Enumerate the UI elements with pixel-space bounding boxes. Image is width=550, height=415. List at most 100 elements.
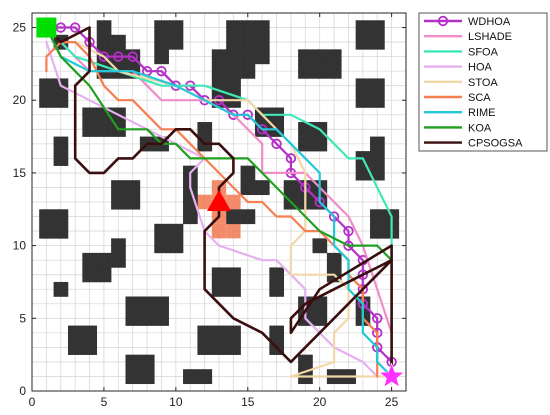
y-axis-ticks: 0 5 10 15 20 25 <box>13 21 406 398</box>
legend-label-wdhoa: WDHOA <box>468 16 511 28</box>
y-tick-label: 5 <box>19 311 26 325</box>
obstacle-cell <box>240 165 256 181</box>
obstacle-cell <box>125 296 141 312</box>
obstacle-cell <box>254 180 270 196</box>
obstacle-cell <box>240 49 256 65</box>
obstacle-cell <box>96 34 112 50</box>
threat-cell <box>197 194 212 210</box>
obstacle-cell <box>355 92 371 108</box>
obstacle-cell <box>312 136 328 152</box>
obstacle-cell <box>370 151 385 166</box>
obstacles <box>39 20 400 385</box>
obstacle-cell <box>211 267 227 283</box>
obstacle-cell <box>96 252 112 268</box>
obstacle-cell <box>183 369 198 385</box>
legend-label-stoa: STOA <box>468 77 498 89</box>
series-point-wdhoa <box>372 313 383 324</box>
special-markers <box>36 17 405 388</box>
series-line-stoa <box>45 26 393 378</box>
x-tick-label: 0 <box>29 395 36 409</box>
series-point-wdhoa <box>55 22 66 33</box>
legend-label-cpsogsa: CPSOGSA <box>468 138 523 150</box>
obstacle-cell <box>82 325 98 341</box>
obstacle-cell <box>168 223 184 239</box>
obstacle-cell <box>125 354 141 370</box>
obstacle-cell <box>298 354 313 370</box>
obstacle-cell <box>326 49 342 65</box>
obstacle-cell <box>254 20 270 36</box>
obstacle-cell <box>67 340 83 355</box>
obstacle-cell <box>53 223 69 239</box>
obstacle-cell <box>312 296 328 312</box>
obstacle-cell <box>96 20 112 36</box>
obstacle-cell <box>111 34 126 50</box>
x-tick-label: 10 <box>169 395 183 409</box>
threat-cell <box>226 223 241 239</box>
obstacle-cell <box>226 78 241 94</box>
threat-marker <box>207 190 231 211</box>
x-tick-label: 15 <box>241 395 255 409</box>
start-marker <box>36 17 57 38</box>
obstacle-cell <box>197 340 213 355</box>
obstacle-cell <box>370 209 385 225</box>
obstacle-cell <box>39 223 54 239</box>
series-line-cpsogsa <box>45 26 393 378</box>
obstacle-cell <box>53 151 69 166</box>
obstacle-cell <box>168 34 184 50</box>
series-point-wdhoa <box>285 153 297 164</box>
obstacle-cell <box>211 281 227 297</box>
obstacle-cell <box>139 311 155 326</box>
obstacle-cell <box>240 209 256 225</box>
obstacle-cell <box>298 136 313 152</box>
obstacle-cell <box>53 209 69 225</box>
obstacle-cell <box>154 311 169 326</box>
obstacle-cell <box>355 78 371 94</box>
obstacle-cell <box>82 267 98 283</box>
obstacle-cell <box>183 209 198 225</box>
series-line-sfoa <box>45 26 393 378</box>
y-tick-label: 15 <box>13 166 27 180</box>
threat-cell <box>211 223 227 239</box>
obstacle-cell <box>226 281 241 297</box>
obstacle-cell <box>370 78 385 94</box>
legend: WDHOA LSHADE SFOA HOA STOA SCA RIME KOA CPSOGSA <box>418 12 548 152</box>
obstacle-cell <box>312 49 328 65</box>
y-tick-label: 0 <box>19 384 26 398</box>
obstacle-cell <box>254 34 270 50</box>
obstacle-cell <box>254 49 270 65</box>
obstacle-cell <box>139 369 155 385</box>
legend-label-sfoa: SFOA <box>468 46 499 58</box>
series-line-koa <box>45 26 393 378</box>
path-series <box>41 22 397 382</box>
series-point-wdhoa <box>69 22 81 33</box>
obstacle-cell <box>298 49 313 65</box>
obstacle-cell <box>370 165 385 181</box>
obstacle-cell <box>125 369 141 385</box>
obstacle-cell <box>240 20 256 36</box>
obstacle-cell <box>39 209 54 225</box>
obstacle-cell <box>53 136 69 152</box>
obstacle-cell <box>269 281 285 297</box>
x-tick-label: 5 <box>101 395 108 409</box>
obstacle-cell <box>269 267 285 283</box>
obstacle-cell <box>298 63 313 79</box>
obstacle-cell <box>111 194 126 210</box>
obstacle-cell <box>370 20 385 36</box>
y-tick-label: 20 <box>13 93 27 107</box>
obstacle-cell <box>82 107 98 123</box>
legend-label-hoa: HOA <box>468 62 493 74</box>
legend-label-sca: SCA <box>468 92 491 104</box>
obstacle-cell <box>154 34 169 50</box>
obstacle-cell <box>39 92 54 108</box>
plot-area: 0 5 10 15 20 25 0 5 10 15 20 25 <box>13 12 407 409</box>
obstacle-cell <box>326 252 342 268</box>
legend-marker-wdhoa <box>437 15 449 27</box>
plot-frame <box>31 12 407 392</box>
obstacle-cell <box>96 107 112 123</box>
legend-label-koa: KOA <box>468 122 492 134</box>
y-tick-label: 25 <box>13 21 27 35</box>
series-point-wdhoa <box>156 65 167 77</box>
legend-label-rime: RIME <box>468 107 496 119</box>
series-line-hoa <box>45 40 393 378</box>
